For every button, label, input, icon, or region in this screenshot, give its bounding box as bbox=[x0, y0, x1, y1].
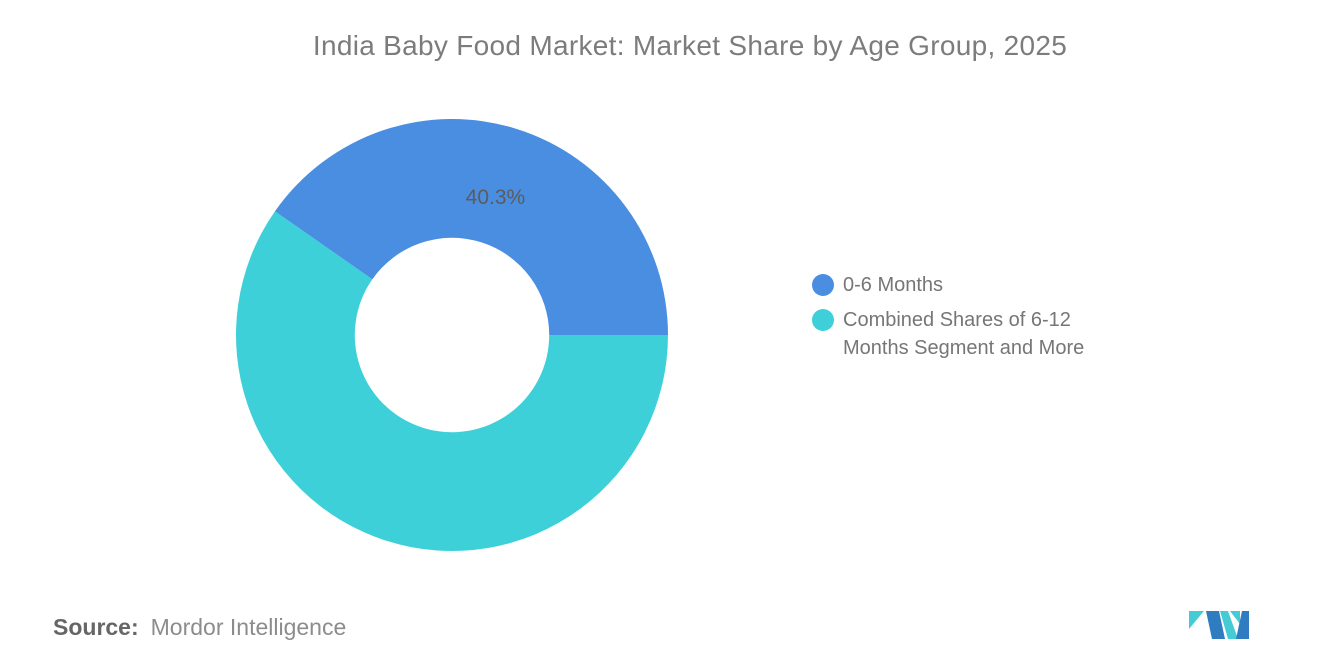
chart-title: India Baby Food Market: Market Share by … bbox=[312, 30, 1068, 61]
legend-item-combined-shares: Combined Shares of 6-12 Months Segment a… bbox=[812, 306, 1118, 362]
logo-shape-teal-left-triangle bbox=[1189, 611, 1204, 629]
donut-chart: 40.3% bbox=[236, 119, 668, 552]
legend-label: 0-6 Months bbox=[843, 274, 944, 296]
logo-shape-blue-right-bar bbox=[1236, 611, 1249, 639]
legend-item-0-6-months: 0-6 Months bbox=[812, 271, 1118, 299]
logo-shape-blue-left-diagonal bbox=[1206, 611, 1225, 639]
slice-data-label: 40.3% bbox=[466, 186, 526, 209]
donut-slice-combined-shares-of-6-12-months-segment-and-more bbox=[236, 211, 668, 552]
source-line: Source: Mordor Intelligence bbox=[53, 614, 346, 641]
source-label: Source: bbox=[53, 614, 139, 640]
legend: 0-6 Months Combined Shares of 6-12 Month… bbox=[812, 271, 1118, 362]
logo-shape-teal-middle-diagonal bbox=[1220, 611, 1238, 639]
logo-shape-teal-right-triangle bbox=[1230, 611, 1240, 624]
legend-label: Combined Shares of 6-12 Months Segment a… bbox=[843, 309, 1085, 359]
legend-marker-combined-shares bbox=[812, 309, 834, 331]
legend-marker-0-6-months bbox=[812, 274, 834, 296]
donut-slice-0-6-months bbox=[274, 119, 668, 335]
mordor-intelligence-logo bbox=[1189, 611, 1249, 639]
source-value: Mordor Intelligence bbox=[150, 614, 347, 640]
